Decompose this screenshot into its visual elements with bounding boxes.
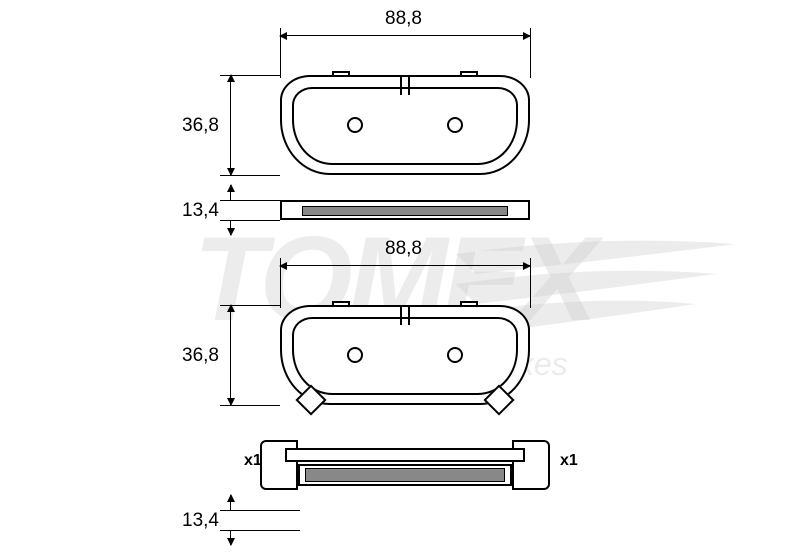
dim-thick-bottom [230, 530, 231, 545]
brake-pad-bottom-side-assembly [260, 440, 550, 495]
dim-width-top [280, 35, 530, 36]
qty-clip-right: x1 [560, 452, 578, 470]
brake-pad-bottom-front [280, 305, 530, 405]
dim-thick-top-label: 13,4 [182, 200, 219, 222]
brake-pad-top-side [280, 200, 530, 220]
pad-hole [447, 347, 463, 363]
dim-width-bottom [280, 265, 530, 266]
dim-thick-top [230, 185, 231, 200]
pad-friction-outline [292, 87, 518, 165]
dim-thick-bottom [230, 495, 231, 510]
friction-material [305, 468, 505, 482]
ext-line [220, 530, 300, 531]
pad-tab [332, 71, 350, 77]
dim-height-top-label: 36,8 [182, 115, 219, 137]
pad-hole [347, 117, 363, 133]
backing-plate [285, 448, 525, 462]
dim-height-top [230, 75, 231, 175]
dim-thick-bottom-label: 13,4 [182, 510, 219, 532]
ext-line [220, 510, 300, 511]
pad-hole [447, 117, 463, 133]
ext-line [220, 200, 280, 201]
pad-tab [332, 301, 350, 307]
dim-width-bottom-label: 88,8 [385, 238, 422, 260]
pad-friction-outline [292, 317, 518, 395]
dim-height-bottom [230, 305, 231, 405]
friction-material [302, 206, 508, 216]
pad-tab [460, 71, 478, 77]
ext-line [220, 220, 280, 221]
dim-height-bottom-label: 36,8 [182, 345, 219, 367]
dim-thick-top [230, 220, 231, 235]
pad-tab [460, 301, 478, 307]
pad-hole [347, 347, 363, 363]
brake-pad-top-front [280, 75, 530, 175]
dim-width-top-label: 88,8 [385, 8, 422, 30]
